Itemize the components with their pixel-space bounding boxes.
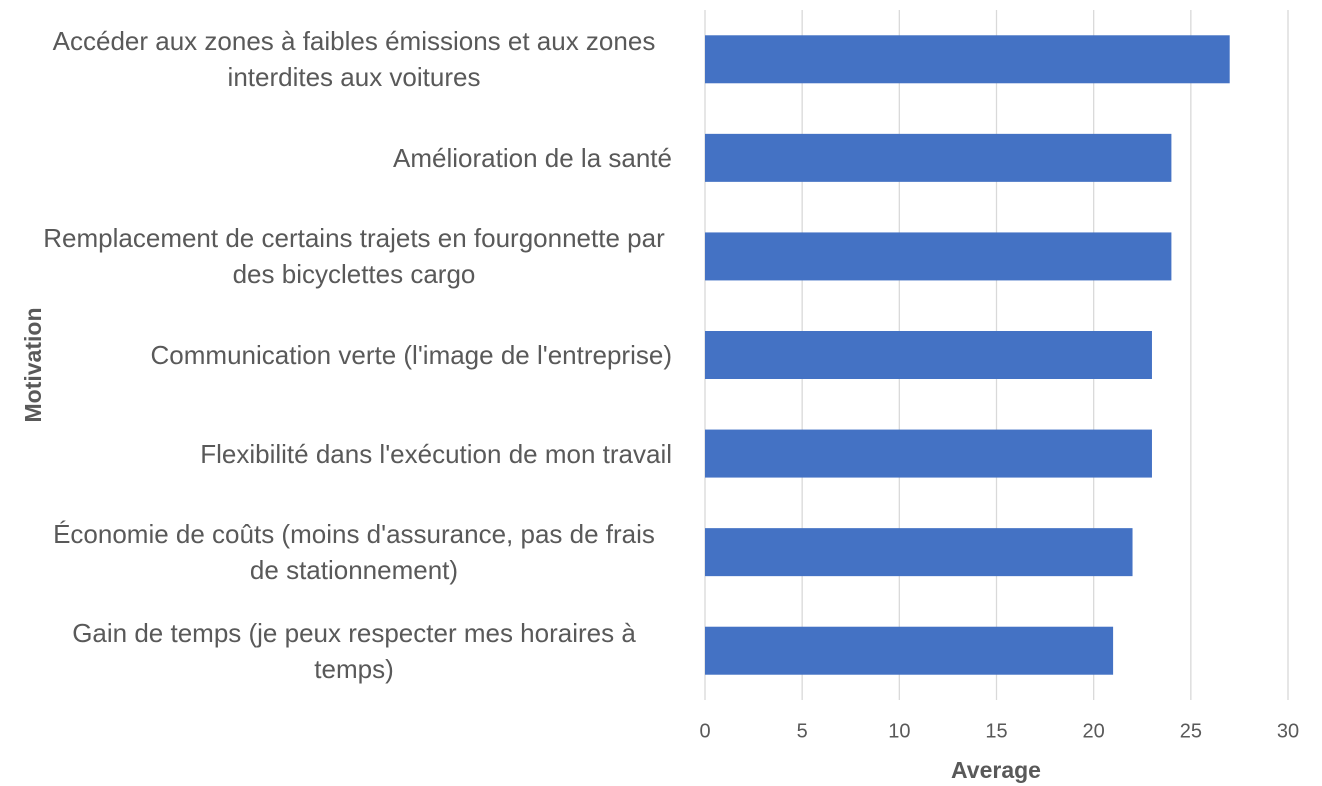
bar: [705, 528, 1133, 577]
y-tick-label-box: Flexibilité dans l'exécution de mon trav…: [32, 404, 672, 504]
y-tick-label: Économie de coûts (moins d'assurance, pa…: [53, 519, 655, 586]
x-tick-label: 30: [1277, 720, 1299, 742]
y-axis-label: Motivation: [20, 308, 46, 423]
bar: [705, 626, 1114, 675]
x-tick-label: 15: [985, 720, 1007, 742]
y-tick-label: Communication verte (l'image de l'entrep…: [150, 340, 672, 370]
y-tick-label-box: Gain de temps (je peux respecter mes hor…: [32, 601, 672, 701]
bar: [705, 232, 1172, 281]
y-tick-label: Accéder aux zones à faibles émissions et…: [52, 26, 656, 93]
bar: [705, 331, 1152, 379]
x-tick-label: 10: [888, 720, 910, 742]
y-tick-label-box: Accéder aux zones à faibles émissions et…: [32, 9, 672, 109]
y-tick-label-box: Remplacement de certains trajets en four…: [32, 206, 672, 306]
x-tick-label: 5: [797, 720, 808, 742]
x-tick-label: 25: [1180, 720, 1202, 742]
bar: [705, 35, 1230, 84]
y-tick-label: Gain de temps (je peux respecter mes hor…: [72, 617, 636, 684]
x-axis-label: Average: [951, 757, 1041, 783]
bar: [705, 133, 1172, 182]
y-tick-label: Flexibilité dans l'exécution de mon trav…: [200, 438, 672, 469]
y-tick-label: Remplacement de certains trajets en four…: [43, 223, 665, 290]
x-tick-label: 0: [699, 720, 710, 742]
y-tick-label-box: Communication verte (l'image de l'entrep…: [32, 305, 672, 405]
bar: [705, 429, 1152, 478]
y-tick-label-box: Économie de coûts (moins d'assurance, pa…: [32, 502, 672, 602]
y-tick-label: Amélioration de la santé: [393, 142, 672, 173]
y-tick-label-box: Amélioration de la santé: [32, 108, 672, 208]
x-tick-label: 20: [1083, 720, 1105, 742]
